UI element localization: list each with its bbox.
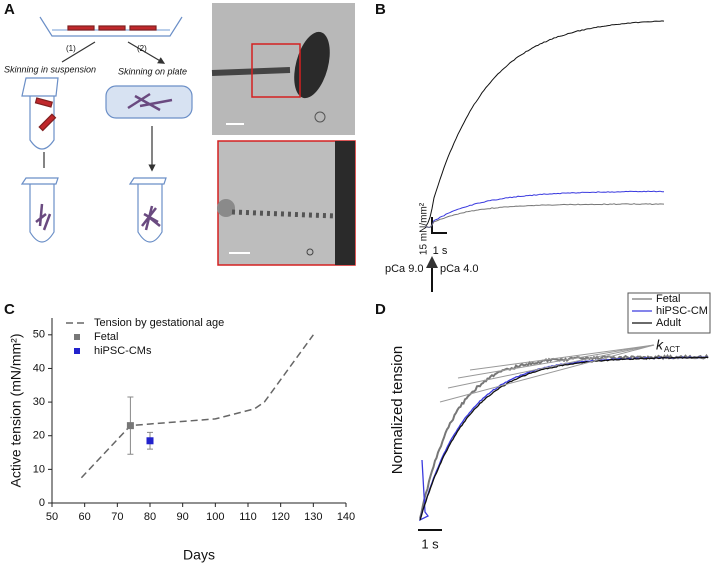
trace bbox=[426, 191, 664, 227]
caption: Skinning on plate bbox=[118, 66, 187, 76]
micrograph bbox=[212, 3, 355, 265]
x-tick-label: 50 bbox=[46, 511, 58, 523]
pointer-line bbox=[458, 345, 654, 378]
trace bbox=[420, 357, 708, 520]
x-tick-label: 90 bbox=[177, 511, 189, 523]
trace bbox=[420, 356, 708, 519]
step-label: (2) bbox=[137, 44, 147, 53]
y-tick-label: 20 bbox=[33, 430, 45, 442]
panel-label: B bbox=[375, 1, 386, 18]
legend-label: Fetal bbox=[94, 331, 118, 343]
y-tick-label: 10 bbox=[33, 463, 45, 475]
scale-label: 1 s bbox=[421, 536, 439, 551]
y-tick-label: 40 bbox=[33, 362, 45, 374]
data-point bbox=[127, 422, 134, 429]
x-tick-label: 60 bbox=[79, 511, 91, 523]
trace bbox=[420, 357, 708, 520]
x-tick-label: 110 bbox=[239, 511, 257, 523]
x-tick-label: 130 bbox=[304, 511, 322, 523]
x-tick-label: 120 bbox=[271, 511, 289, 523]
pointer-line bbox=[440, 345, 654, 402]
condition-label: pCa 9.0 bbox=[385, 263, 424, 275]
legend-label: Fetal bbox=[656, 293, 680, 305]
legend-label: Tension by gestational age bbox=[94, 317, 224, 329]
legend-swatch bbox=[74, 334, 80, 340]
y-tick-label: 50 bbox=[33, 329, 45, 341]
axis-title: Days bbox=[183, 547, 215, 563]
x-tick-label: 100 bbox=[206, 511, 224, 523]
x-tick-label: 70 bbox=[111, 511, 123, 523]
legend-label: hiPSC-CM bbox=[656, 305, 708, 317]
traces: FetalhiPSC-CMAdult bbox=[420, 293, 708, 520]
scale-label: 1 s bbox=[433, 245, 448, 257]
axis-title: Normalized tension bbox=[389, 346, 406, 474]
axis-title: Active tension (mN/mm²) bbox=[8, 333, 24, 487]
data-point bbox=[147, 437, 154, 444]
x-tick-label: 80 bbox=[144, 511, 156, 523]
scale-label: 15 mN/mm² bbox=[419, 202, 430, 255]
legend-swatch bbox=[74, 348, 80, 354]
rate-label: ACT bbox=[664, 345, 680, 354]
pointer-line bbox=[448, 345, 654, 388]
trace bbox=[426, 204, 664, 228]
caption: Skinning in suspension bbox=[4, 64, 96, 74]
trace bbox=[426, 21, 664, 226]
legend-label: Adult bbox=[656, 317, 681, 329]
legend-label: hiPSC-CMs bbox=[94, 345, 152, 357]
panel-label: A bbox=[4, 1, 15, 18]
y-tick-label: 30 bbox=[33, 396, 45, 408]
chart: 50 60 70 80 90 100 110 120 130 140 0 10 20 30 40 50 Days… bbox=[8, 317, 355, 563]
schematic bbox=[22, 17, 192, 242]
traces bbox=[426, 21, 664, 228]
panel-label: D bbox=[375, 301, 386, 318]
x-tick-label: 140 bbox=[337, 511, 355, 523]
step-label: (1) bbox=[66, 44, 76, 53]
condition-label: pCa 4.0 bbox=[440, 263, 479, 275]
rate-label: k bbox=[656, 337, 664, 353]
y-tick-label: 0 bbox=[39, 497, 45, 509]
panel-label: C bbox=[4, 301, 15, 318]
